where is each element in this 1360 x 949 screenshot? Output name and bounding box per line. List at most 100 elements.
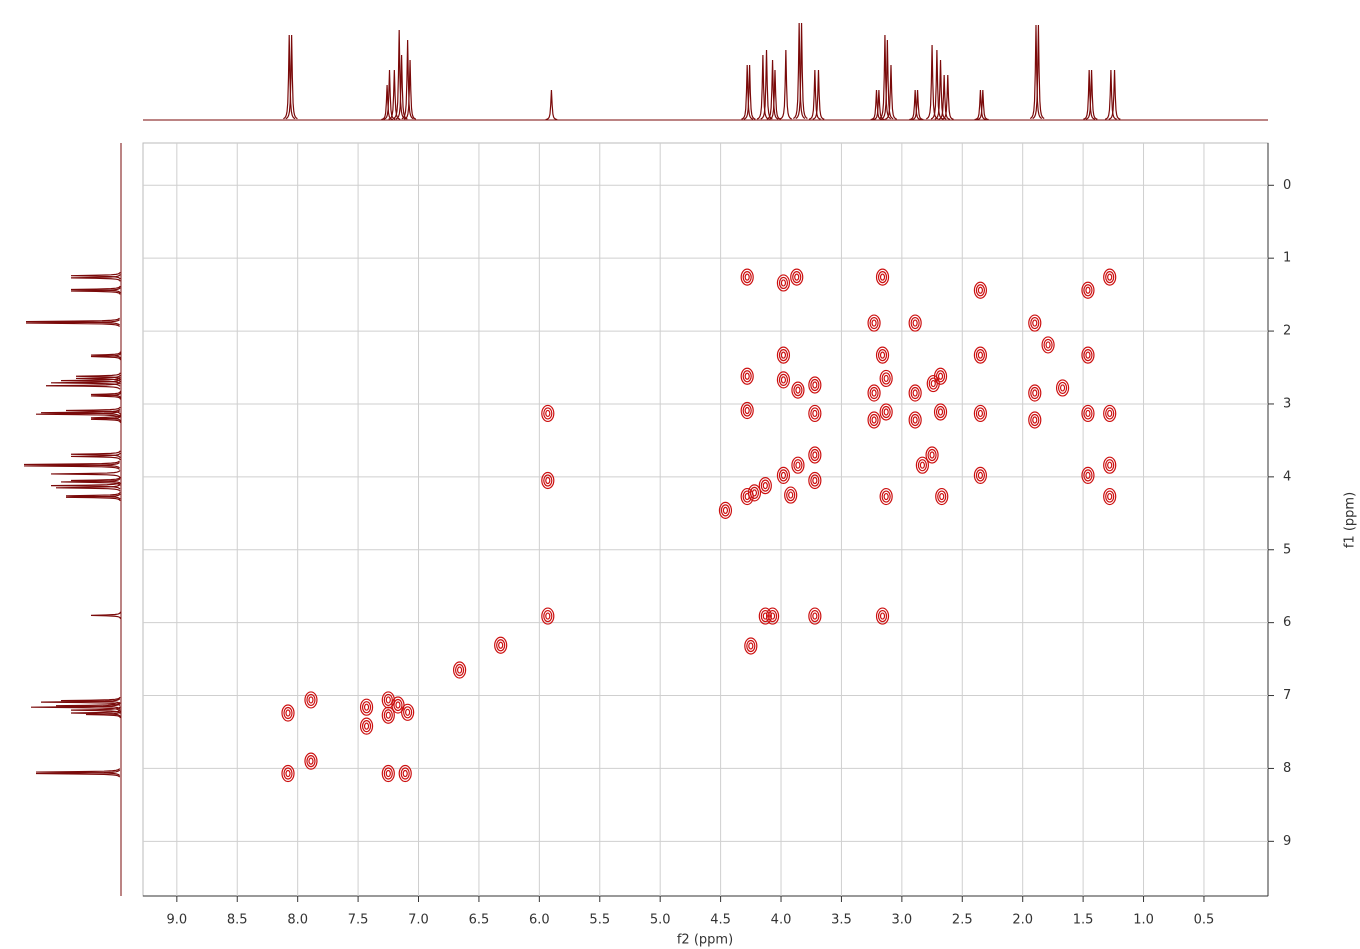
contour bbox=[541, 404, 555, 423]
contour bbox=[541, 471, 555, 490]
contour bbox=[912, 319, 918, 327]
contour bbox=[937, 490, 947, 503]
cross-peak bbox=[1081, 346, 1095, 364]
contour bbox=[973, 404, 988, 423]
contour bbox=[401, 703, 415, 721]
contour bbox=[308, 757, 314, 765]
cross-peak bbox=[908, 411, 922, 429]
contour bbox=[1028, 314, 1042, 332]
projection-peak-left bbox=[90, 415, 122, 423]
cross-peak bbox=[281, 764, 295, 783]
contour bbox=[1032, 389, 1038, 397]
x-tick-label: 0.5 bbox=[1194, 913, 1215, 928]
contour bbox=[793, 459, 803, 472]
contour bbox=[877, 609, 888, 623]
contour bbox=[869, 316, 879, 330]
contour bbox=[1107, 492, 1113, 501]
projection-peak-left bbox=[70, 271, 121, 280]
projection-peak-left bbox=[70, 287, 121, 295]
y-tick-label: 3 bbox=[1283, 396, 1291, 411]
y-tick-label: 1 bbox=[1283, 251, 1291, 266]
cross-peak bbox=[925, 446, 939, 464]
contour bbox=[747, 484, 762, 502]
projection-peak-left bbox=[23, 460, 120, 469]
cross-peak bbox=[973, 404, 988, 423]
contour bbox=[285, 709, 291, 717]
contour bbox=[919, 461, 926, 469]
contour bbox=[883, 408, 889, 416]
contour bbox=[776, 274, 791, 292]
contour bbox=[794, 273, 800, 281]
cross-peak bbox=[808, 376, 822, 394]
contour bbox=[883, 492, 889, 501]
cross-peak bbox=[744, 637, 758, 655]
contour bbox=[1057, 381, 1068, 395]
contour bbox=[383, 709, 393, 722]
projection-peak-top bbox=[401, 39, 414, 120]
contour bbox=[795, 461, 801, 469]
cross-peak bbox=[1041, 336, 1055, 354]
contour bbox=[776, 466, 791, 484]
contour bbox=[383, 767, 393, 780]
projection-peak-top bbox=[283, 34, 296, 120]
cross-peak bbox=[494, 636, 508, 654]
contour bbox=[808, 404, 822, 423]
contour bbox=[879, 369, 893, 388]
contour bbox=[879, 403, 893, 421]
cross-peak bbox=[1103, 404, 1117, 423]
contour bbox=[762, 482, 768, 490]
contour bbox=[1107, 461, 1113, 469]
contour bbox=[973, 281, 988, 299]
contour bbox=[1081, 346, 1095, 364]
contour bbox=[973, 346, 988, 364]
projection-peak-left bbox=[90, 390, 122, 399]
contour bbox=[363, 703, 370, 711]
contour bbox=[910, 386, 920, 400]
x-tick-label: 3.5 bbox=[831, 913, 852, 928]
cross-peak bbox=[791, 456, 805, 474]
contour bbox=[810, 407, 820, 420]
projection-peak-left bbox=[70, 450, 121, 459]
contour bbox=[929, 451, 935, 459]
projection-peak-left bbox=[60, 696, 121, 705]
contour bbox=[496, 639, 506, 652]
projection-peak-left bbox=[65, 406, 121, 415]
contour bbox=[1105, 407, 1115, 420]
cross-peak bbox=[875, 346, 890, 364]
projection-peak-left bbox=[50, 481, 121, 490]
contour bbox=[1103, 404, 1117, 423]
contour bbox=[742, 404, 752, 417]
contour bbox=[744, 273, 750, 281]
cross-peak bbox=[908, 384, 922, 402]
projection-peak-top bbox=[808, 69, 821, 120]
cross-peak bbox=[381, 691, 395, 709]
projection-peak-top bbox=[1104, 69, 1117, 120]
cross-peak bbox=[784, 486, 798, 504]
projection-peak-top bbox=[974, 89, 987, 121]
projection-peak-top bbox=[779, 49, 792, 120]
contour bbox=[869, 413, 879, 427]
contour bbox=[1055, 379, 1070, 397]
projection-peak-top bbox=[1032, 24, 1045, 120]
contour bbox=[1107, 273, 1113, 281]
cross-peak bbox=[401, 703, 415, 721]
cross-peak bbox=[359, 698, 374, 716]
projection-peak-left bbox=[70, 285, 121, 294]
contour bbox=[795, 386, 801, 394]
contour bbox=[877, 349, 888, 362]
contour bbox=[281, 704, 295, 722]
contour bbox=[381, 691, 395, 709]
contour bbox=[385, 696, 391, 704]
contour bbox=[1083, 284, 1093, 297]
cross-peak bbox=[541, 471, 555, 490]
contour bbox=[812, 381, 818, 389]
cross-peak bbox=[867, 384, 881, 402]
projection-peak-top bbox=[870, 89, 883, 121]
projection-peak-left bbox=[75, 374, 121, 383]
cross-peak bbox=[758, 607, 772, 625]
cross-peak bbox=[304, 691, 318, 709]
contour bbox=[869, 386, 879, 400]
cross-peak bbox=[933, 367, 948, 385]
contour bbox=[1103, 456, 1117, 474]
